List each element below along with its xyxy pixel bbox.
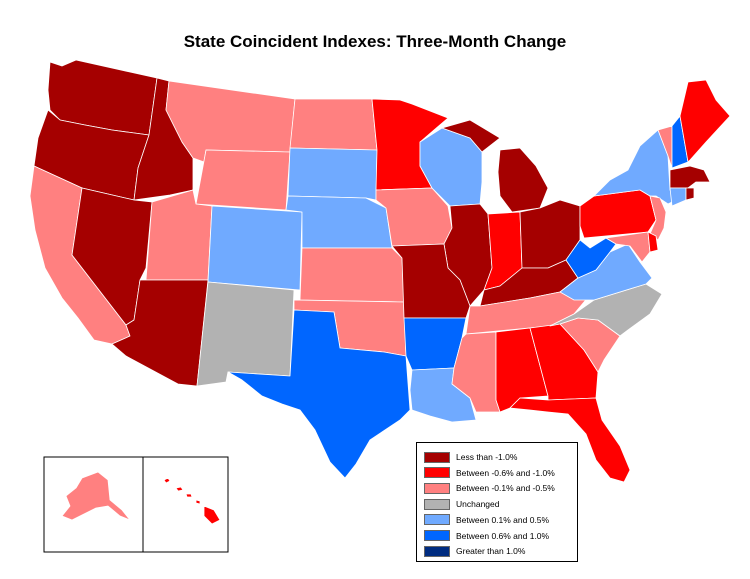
state-maine[interactable] bbox=[679, 79, 731, 163]
state-new-mexico[interactable] bbox=[196, 281, 295, 387]
legend-item: Between -0.6% and -1.0% bbox=[424, 467, 555, 479]
state-massachusetts[interactable] bbox=[669, 165, 711, 189]
legend-label: Unchanged bbox=[456, 499, 500, 510]
legend-item: Between 0.1% and 0.5% bbox=[424, 514, 549, 526]
legend-item: Between 0.6% and 1.0% bbox=[424, 530, 549, 542]
legend-swatch bbox=[424, 451, 450, 463]
state-wyoming[interactable] bbox=[195, 149, 291, 211]
map-legend: Less than -1.0% Between -0.6% and -1.0% Be… bbox=[416, 442, 578, 562]
state-texas[interactable] bbox=[227, 309, 411, 479]
state-rhode-island[interactable] bbox=[685, 187, 695, 201]
hawaii-inset-frame bbox=[142, 456, 229, 553]
legend-label: Between -0.1% and -0.5% bbox=[456, 483, 555, 494]
map-title: State Coincident Indexes: Three-Month Ch… bbox=[183, 32, 567, 51]
legend-item: Unchanged bbox=[424, 498, 499, 510]
legend-label: Between -0.6% and -1.0% bbox=[456, 467, 555, 478]
state-alaska[interactable] bbox=[61, 471, 131, 521]
legend-item: Between -0.1% and -0.5% bbox=[424, 482, 555, 494]
legend-swatch bbox=[424, 530, 450, 541]
state-kansas[interactable] bbox=[299, 247, 405, 303]
legend-swatch bbox=[424, 482, 450, 494]
state-pennsylvania[interactable] bbox=[579, 189, 657, 239]
state-connecticut[interactable] bbox=[669, 187, 687, 207]
legend-label: Less than -1.0% bbox=[456, 452, 518, 462]
legend-swatch bbox=[424, 545, 450, 557]
state-south-dakota[interactable] bbox=[287, 147, 378, 201]
state-north-carolina[interactable] bbox=[549, 283, 663, 337]
legend-item: Greater than 1.0% bbox=[424, 545, 525, 557]
state-nebraska[interactable] bbox=[285, 195, 393, 249]
legend-swatch bbox=[424, 467, 450, 479]
legend-label: Greater than 1.0% bbox=[456, 546, 526, 557]
state-hawaii[interactable] bbox=[163, 477, 221, 525]
state-delaware[interactable] bbox=[647, 231, 659, 253]
state-colorado[interactable] bbox=[207, 205, 303, 291]
legend-swatch bbox=[424, 514, 450, 526]
state-florida[interactable] bbox=[509, 397, 631, 483]
legend-label: Between 0.1% and 0.5% bbox=[456, 514, 550, 525]
legend-label: Between 0.6% and 1.0% bbox=[456, 530, 550, 541]
legend-swatch bbox=[424, 498, 450, 510]
state-north-dakota[interactable] bbox=[289, 98, 378, 151]
legend-item: Less than -1.0% bbox=[424, 451, 517, 463]
state-new-jersey[interactable] bbox=[649, 195, 667, 241]
